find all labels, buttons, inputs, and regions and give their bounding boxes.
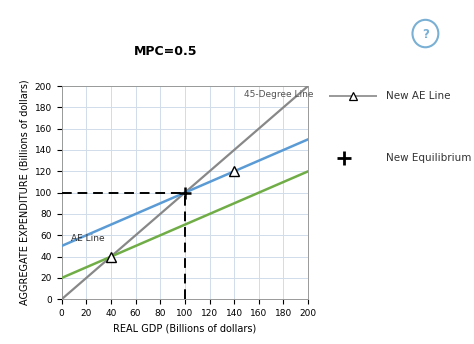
Text: ?: ?: [422, 28, 429, 41]
Text: New Equilibrium: New Equilibrium: [386, 153, 472, 163]
Y-axis label: AGGREGATE EXPENDITURE (Billions of dollars): AGGREGATE EXPENDITURE (Billions of dolla…: [19, 80, 29, 305]
Text: 45-Degree Line: 45-Degree Line: [244, 90, 313, 99]
Text: New AE Line: New AE Line: [386, 91, 451, 101]
X-axis label: REAL GDP (Billions of dollars): REAL GDP (Billions of dollars): [113, 324, 256, 334]
Text: AE Line: AE Line: [72, 234, 105, 243]
Text: MPC=0.5: MPC=0.5: [134, 45, 198, 58]
